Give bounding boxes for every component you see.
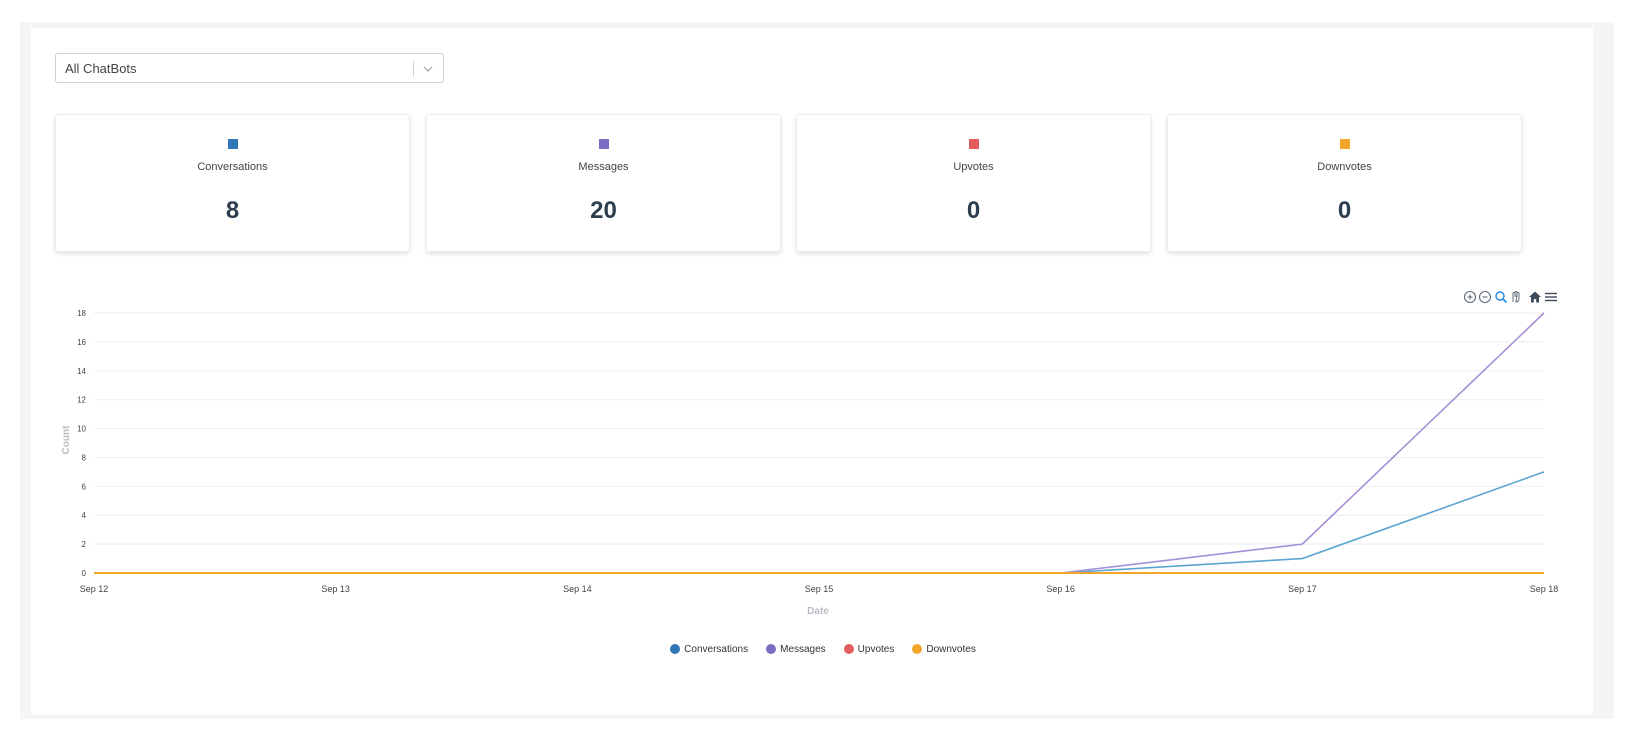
stat-value: 0 [1337, 197, 1352, 224]
legend-item-upvotes[interactable]: Upvotes [843, 643, 895, 655]
selection-zoom-icon[interactable] [1494, 290, 1509, 306]
stat-label: Messages [578, 161, 629, 173]
stat-label: Upvotes [953, 161, 994, 173]
stat-value: 20 [590, 197, 617, 224]
legend-marker [843, 644, 854, 654]
stat-value: 0 [966, 197, 981, 224]
stat-card-messages: Messages 20 [426, 114, 781, 252]
stat-card-downvotes: Downvotes 0 [1167, 114, 1522, 252]
chart-legend: Conversations Messages Upvotes Downvotes [0, 641, 1634, 657]
legend-item-downvotes[interactable]: Downvotes [912, 643, 976, 655]
legend-label: Downvotes [926, 643, 976, 655]
legend-label: Conversations [684, 643, 749, 655]
legend-marker [670, 644, 681, 654]
zoom-out-icon[interactable] [1478, 290, 1493, 306]
chatbot-selector-value: All ChatBots [65, 61, 137, 76]
legend-item-conversations[interactable]: Conversations [670, 644, 748, 655]
stat-value: 8 [225, 197, 240, 224]
legend-marker [766, 644, 777, 654]
legend-label: Messages [780, 643, 826, 655]
selector-separator [413, 61, 414, 77]
downvotes-color-square [1340, 139, 1350, 149]
menu-icon[interactable] [1544, 290, 1559, 306]
conversations-color-square [228, 139, 238, 149]
messages-color-square [599, 139, 609, 149]
stat-card-upvotes: Upvotes 0 [796, 114, 1151, 252]
legend-marker [912, 644, 923, 654]
chart-toolbar [1463, 290, 1563, 308]
upvotes-color-square [969, 139, 979, 149]
stat-label: Downvotes [1317, 161, 1372, 173]
zoom-in-icon[interactable] [1463, 290, 1478, 306]
stat-card-conversations: Conversations 8 [55, 114, 410, 252]
legend-item-messages[interactable]: Messages [766, 644, 826, 655]
legend-label: Upvotes [857, 643, 895, 655]
reset-home-icon[interactable] [1528, 290, 1543, 306]
stat-label: Conversations [197, 161, 268, 173]
chatbot-selector[interactable]: All ChatBots [55, 53, 444, 83]
pan-hand-icon[interactable] [1509, 290, 1524, 306]
chevron-down-icon[interactable] [422, 63, 434, 75]
